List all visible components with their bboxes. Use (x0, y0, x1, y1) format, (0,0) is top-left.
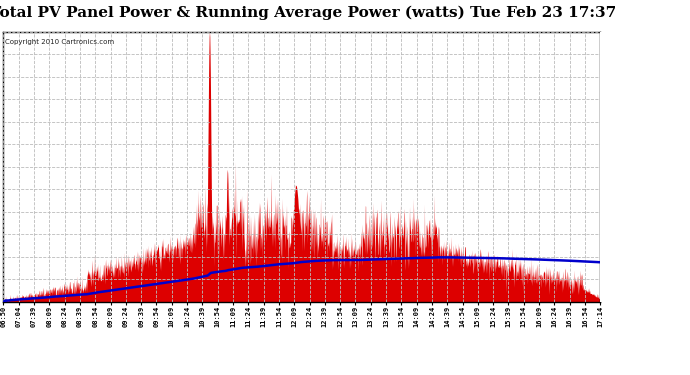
Text: Copyright 2010 Cartronics.com: Copyright 2010 Cartronics.com (6, 39, 115, 45)
Text: Total PV Panel Power & Running Average Power (watts) Tue Feb 23 17:37: Total PV Panel Power & Running Average P… (0, 6, 617, 20)
